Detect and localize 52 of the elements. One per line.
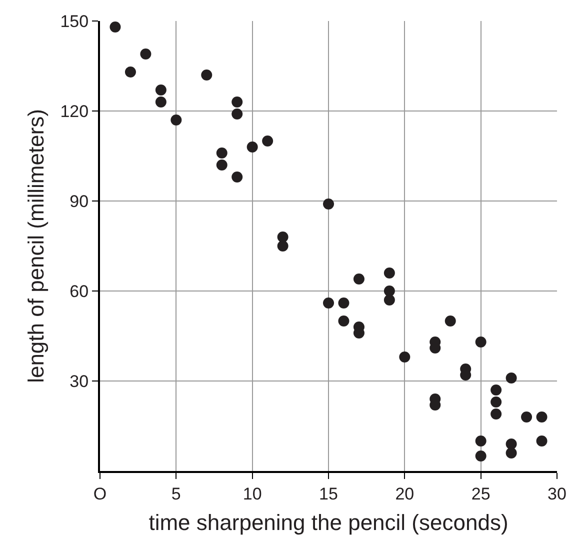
point bbox=[399, 352, 410, 362]
y-tick-label: 90 bbox=[70, 192, 89, 211]
point bbox=[277, 232, 288, 242]
x-tick-label: O bbox=[93, 484, 107, 504]
point bbox=[323, 298, 334, 308]
point bbox=[475, 450, 486, 462]
point bbox=[475, 336, 486, 348]
y-tick-label: 150 bbox=[60, 12, 89, 31]
point bbox=[140, 48, 152, 60]
x-tick-label: 10 bbox=[242, 484, 262, 504]
x-tick-label: 5 bbox=[171, 484, 181, 504]
point bbox=[490, 396, 502, 408]
point bbox=[155, 96, 166, 108]
point bbox=[490, 408, 502, 420]
x-axis-title: time sharpening the pencil (seconds) bbox=[148, 510, 508, 535]
point bbox=[155, 84, 166, 96]
point bbox=[536, 436, 548, 446]
y-tick-label: 120 bbox=[60, 102, 89, 121]
point bbox=[338, 298, 350, 308]
point bbox=[110, 22, 121, 32]
point bbox=[338, 316, 350, 326]
point bbox=[506, 438, 517, 450]
x-tick-label: 30 bbox=[548, 484, 566, 504]
point bbox=[384, 268, 395, 278]
point bbox=[475, 436, 486, 446]
x-tick-label: 25 bbox=[471, 484, 490, 504]
point bbox=[201, 70, 212, 80]
point bbox=[124, 66, 136, 78]
x-tick-label: 15 bbox=[319, 484, 338, 504]
point bbox=[232, 108, 243, 120]
point bbox=[232, 172, 243, 182]
x-tick-label: 20 bbox=[395, 484, 414, 504]
point bbox=[521, 412, 532, 422]
point bbox=[384, 294, 395, 306]
point bbox=[216, 148, 228, 158]
point bbox=[506, 372, 517, 384]
point bbox=[444, 316, 456, 326]
point bbox=[490, 384, 502, 396]
y-axis-title: length of pencil (millimeters) bbox=[24, 109, 49, 383]
point bbox=[277, 240, 288, 252]
point bbox=[232, 96, 243, 108]
point bbox=[170, 114, 182, 126]
y-tick-label: 60 bbox=[70, 282, 89, 301]
y-tick-label: 30 bbox=[70, 372, 89, 391]
point bbox=[536, 412, 548, 422]
point bbox=[384, 286, 395, 296]
point bbox=[262, 136, 274, 146]
point bbox=[506, 448, 517, 458]
point bbox=[323, 198, 334, 210]
point bbox=[353, 274, 364, 284]
point bbox=[246, 142, 258, 152]
point bbox=[216, 160, 228, 170]
